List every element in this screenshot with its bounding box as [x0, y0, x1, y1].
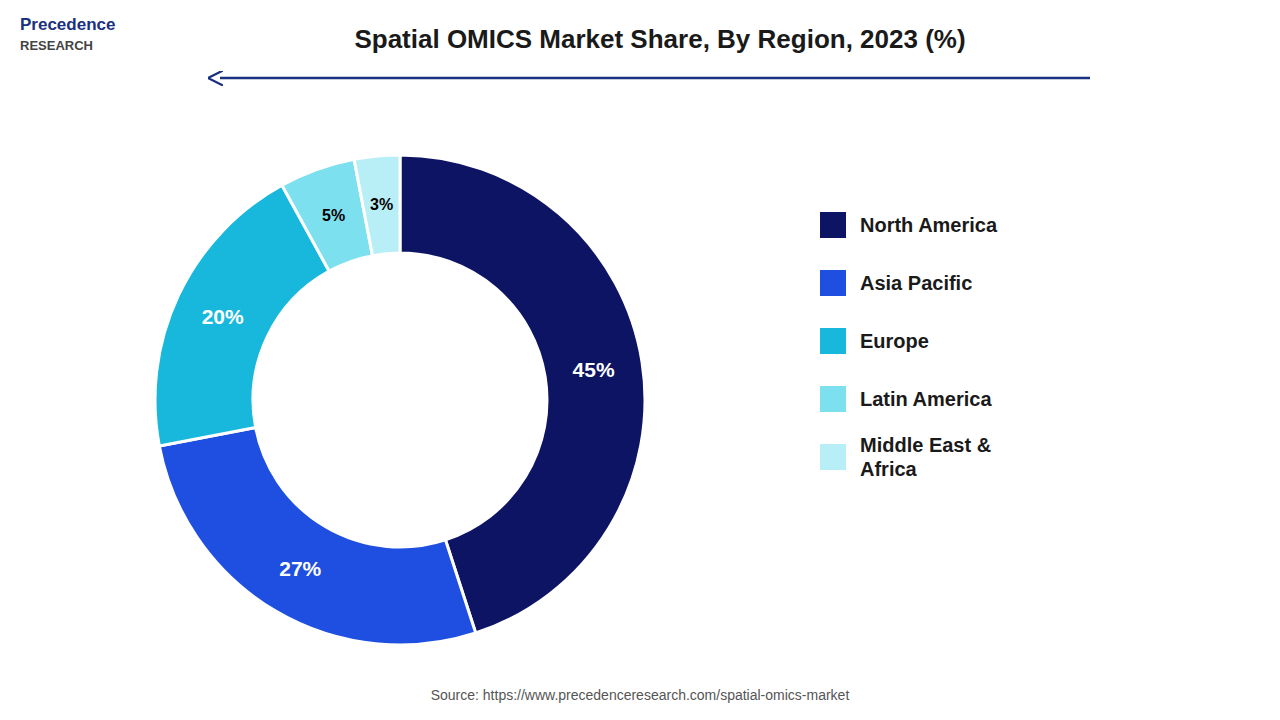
- legend-item: Middle East &Africa: [820, 434, 991, 480]
- legend-swatch: [820, 386, 846, 412]
- data-label: 3%: [370, 196, 393, 213]
- data-label: 20%: [202, 305, 244, 328]
- legend-label-line: Africa: [860, 458, 918, 480]
- legend-label: Middle East &Africa: [860, 434, 991, 480]
- legend-label-line: Europe: [860, 330, 929, 352]
- legend-label-line: North America: [860, 214, 998, 236]
- legend: North America Asia Pacific Europe Latin Ame…: [820, 212, 998, 480]
- arrow: [220, 77, 1090, 80]
- legend-swatch: [820, 444, 846, 470]
- legend-swatch: [820, 270, 846, 296]
- slice: [159, 428, 475, 645]
- legend-label-line: Asia Pacific: [860, 272, 972, 294]
- legend-swatch: [820, 328, 846, 354]
- legend-item: Asia Pacific: [820, 270, 972, 296]
- logo-secondary: RESEARCH: [20, 38, 93, 53]
- chart: Precedence RESEARCH Spatial OMICS Market S…: [0, 0, 1280, 720]
- slice: [354, 155, 400, 256]
- pie: [155, 155, 645, 645]
- data-label: 27%: [279, 557, 321, 580]
- source: Source: https://www.precedenceresearch.c…: [431, 687, 850, 703]
- legend-item: Latin America: [820, 386, 992, 412]
- legend-label: Europe: [860, 330, 929, 352]
- legend-item: Europe: [820, 328, 929, 354]
- data-label: 45%: [573, 358, 615, 381]
- legend-label-line: Middle East &: [860, 434, 991, 456]
- data-labels: 45% 27% 20% 5% 3%: [202, 196, 615, 580]
- legend-label-line: Latin America: [860, 388, 992, 410]
- data-label: 5%: [322, 207, 345, 224]
- logo-primary: Precedence: [20, 15, 115, 34]
- title: Spatial OMICS Market Share, By Region, 2…: [354, 24, 965, 54]
- legend-label: Latin America: [860, 388, 992, 410]
- legend-swatch: [820, 212, 846, 238]
- legend-label: North America: [860, 214, 998, 236]
- legend-label: Asia Pacific: [860, 272, 972, 294]
- legend-item: North America: [820, 212, 998, 238]
